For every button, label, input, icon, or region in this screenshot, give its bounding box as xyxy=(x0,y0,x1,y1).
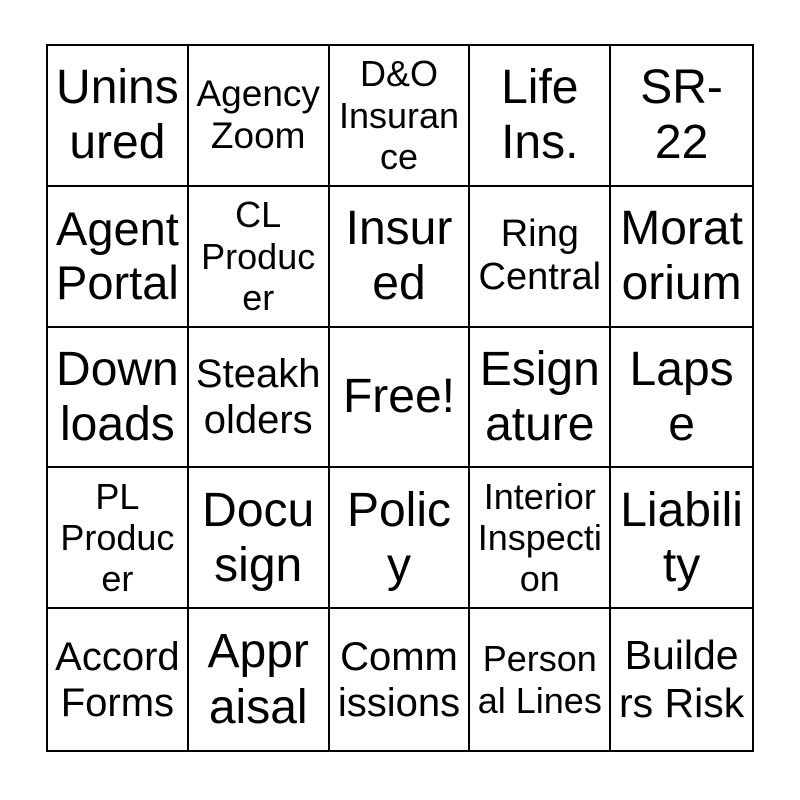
bingo-cell[interactable]: Liability xyxy=(611,468,752,610)
bingo-cell[interactable]: Agency Zoom xyxy=(188,46,330,187)
bingo-cell-label: Liability xyxy=(620,483,743,592)
bingo-cell[interactable]: Builders Risk xyxy=(611,609,752,750)
bingo-cell-label: Ring Central xyxy=(478,212,602,299)
bingo-cell-label: Agency Zoom xyxy=(196,72,320,157)
bingo-cell[interactable]: Personal Lines xyxy=(470,609,612,750)
bingo-cell[interactable]: D&O Insurance xyxy=(329,46,471,187)
bingo-cell-label: CL Producer xyxy=(201,194,316,318)
bingo-cell-label: Esignature xyxy=(479,342,600,451)
bingo-cell-label: SR-22 xyxy=(640,61,723,170)
bingo-cell[interactable]: Ring Central xyxy=(470,186,612,328)
bingo-cell[interactable]: Insured xyxy=(329,186,471,328)
bingo-cell[interactable]: Appraisal xyxy=(188,609,330,750)
bingo-cell[interactable]: Life Ins. xyxy=(470,46,612,187)
bingo-cell-label: Commissions xyxy=(337,634,461,725)
bingo-cell-label: Steakholders xyxy=(195,351,321,442)
bingo-cell-label: Accord Forms xyxy=(55,634,180,725)
free-space-cell[interactable]: Free! xyxy=(329,327,471,469)
free-space-label: Free! xyxy=(342,370,455,424)
bingo-cell-label: Builders Risk xyxy=(618,632,745,726)
bingo-cell-label: Interior Inspection xyxy=(477,475,602,600)
bingo-cell[interactable]: Downloads xyxy=(48,327,189,469)
bingo-card: Uninsured Agency Zoom D&O Insurance Life… xyxy=(46,44,754,752)
bingo-cell-label: Appraisal xyxy=(207,625,309,734)
bingo-cell[interactable]: Docusign xyxy=(188,468,330,610)
bingo-cell[interactable]: Policy xyxy=(329,468,471,610)
bingo-cell[interactable]: Accord Forms xyxy=(48,609,189,750)
bingo-cell-label: Moratorium xyxy=(620,202,743,311)
bingo-cell[interactable]: Moratorium xyxy=(611,186,752,328)
bingo-cell[interactable]: SR-22 xyxy=(611,46,752,187)
bingo-cell[interactable]: Commissions xyxy=(329,609,471,750)
bingo-cell-label: D&O Insurance xyxy=(338,53,460,178)
bingo-cell-label: Agent Portal xyxy=(55,202,179,310)
bingo-cell[interactable]: Esignature xyxy=(470,327,612,469)
bingo-cell-label: Downloads xyxy=(56,342,179,451)
bingo-cell[interactable]: CL Producer xyxy=(188,186,330,328)
bingo-cell-label: Insured xyxy=(345,202,453,311)
bingo-cell-label: Life Ins. xyxy=(501,61,579,170)
bingo-cell[interactable]: Agent Portal xyxy=(48,186,189,328)
bingo-cell[interactable]: Uninsured xyxy=(48,46,189,187)
bingo-cell-label: Policy xyxy=(346,483,452,592)
bingo-cell-label: Uninsured xyxy=(56,61,179,170)
bingo-cell[interactable]: Interior Inspection xyxy=(470,468,612,610)
bingo-cell-label: Personal Lines xyxy=(477,638,602,721)
bingo-cell-label: PL Producer xyxy=(60,475,175,600)
bingo-cell[interactable]: Lapse xyxy=(611,327,752,469)
bingo-cell[interactable]: Steakholders xyxy=(188,327,330,469)
bingo-cell-label: Lapse xyxy=(629,342,734,451)
bingo-cell-label: Docusign xyxy=(202,483,315,592)
bingo-cell[interactable]: PL Producer xyxy=(48,468,189,610)
